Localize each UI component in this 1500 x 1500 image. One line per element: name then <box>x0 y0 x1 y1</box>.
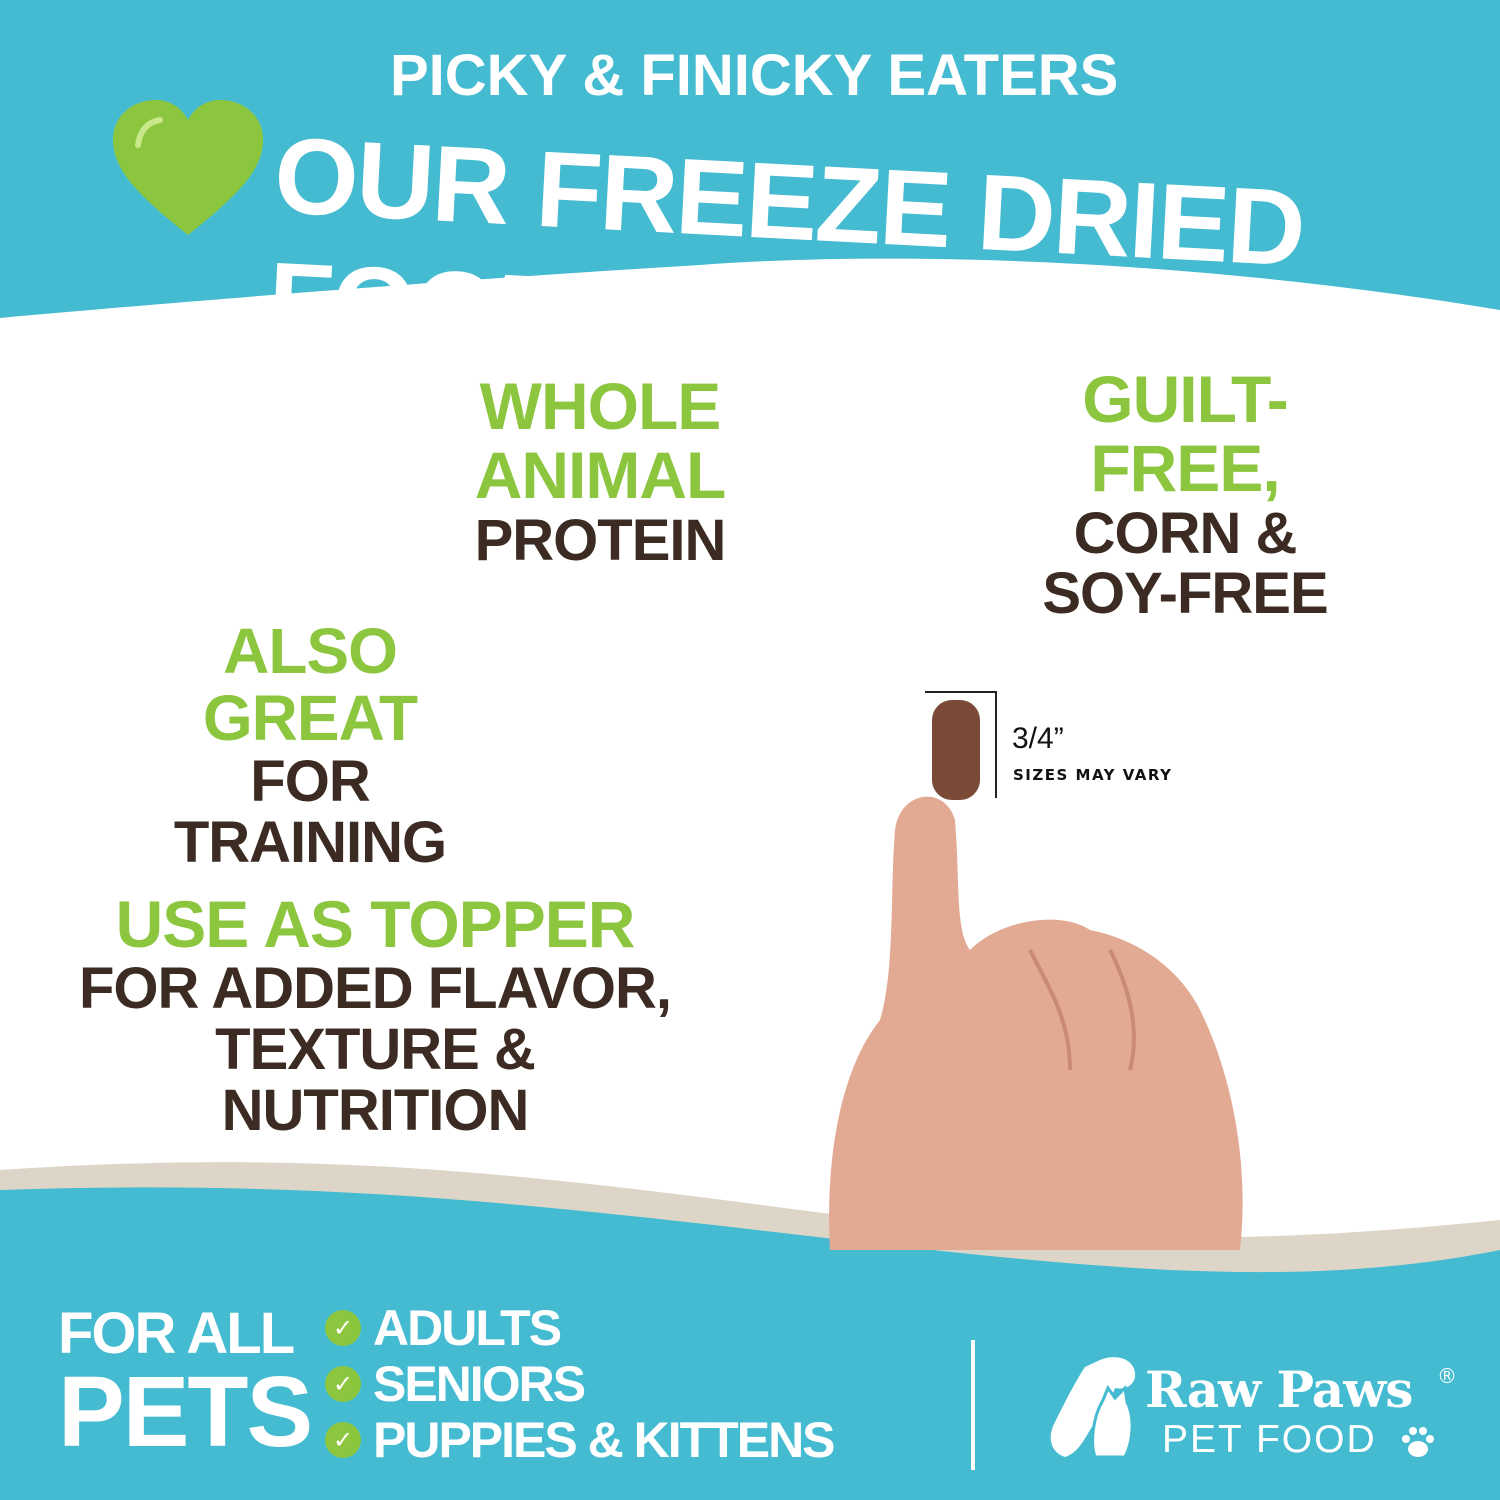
feature-topper: USE AS TOPPER FOR ADDED FLAVOR, TEXTURE … <box>60 887 690 1144</box>
hand-holding-kibble-image <box>829 691 1243 1250</box>
feature-highlight: WHOLE ANIMAL <box>474 369 727 513</box>
list-item: ✓ SENIORS <box>325 1356 834 1412</box>
pet-list: ✓ ADULTS ✓ SENIORS ✓ PUPPIES & KITTENS <box>325 1300 836 1468</box>
size-note: SIZES MAY VARY <box>1013 766 1173 784</box>
feature-text: PROTEIN <box>474 507 727 573</box>
heart-icon <box>113 100 263 235</box>
feature-text: CORN & <box>1073 500 1298 566</box>
dog-cat-logo-icon <box>1050 1357 1136 1459</box>
feature-whole-animal: WHOLE ANIMAL PROTEIN <box>370 369 830 573</box>
for-all-label: FOR ALL <box>58 1301 295 1366</box>
list-item: ✓ PUPPIES & KITTENS <box>325 1412 836 1468</box>
header-subtitle: PICKY & FINICKY EATERS <box>390 43 1119 108</box>
list-item-label: PUPPIES & KITTENS <box>373 1412 836 1468</box>
check-icon: ✓ <box>325 1366 361 1402</box>
feature-training: ALSO GREAT FOR TRAINING <box>110 615 510 876</box>
feature-text: FOR ADDED FLAVOR, <box>79 956 672 1022</box>
feature-guilt-free: GUILT-FREE, CORN & SOY-FREE <box>990 362 1380 627</box>
feature-text: FOR TRAINING <box>173 749 447 876</box>
divider <box>971 1340 975 1470</box>
size-value: 3/4” <box>1012 722 1064 755</box>
list-item-label: ADULTS <box>373 1300 562 1356</box>
brand-name: Raw Paws <box>1145 1360 1413 1419</box>
registered-mark: ® <box>1437 1364 1457 1388</box>
kibble <box>932 700 980 800</box>
feature-text: TEXTURE & NUTRITION <box>215 1017 536 1144</box>
paw-icon <box>1402 1427 1434 1457</box>
feature-highlight: GUILT-FREE, <box>1082 362 1288 506</box>
feature-highlight: ALSO GREAT <box>202 615 418 755</box>
feature-text: SOY-FREE <box>1042 561 1328 627</box>
pets-label: PETS <box>58 1356 313 1468</box>
list-item-label: SENIORS <box>373 1356 586 1412</box>
header-banner <box>0 0 1500 318</box>
list-item: ✓ ADULTS <box>325 1300 834 1356</box>
check-icon: ✓ <box>325 1310 361 1346</box>
feature-highlight: USE AS TOPPER <box>115 887 636 961</box>
brand-subtitle: PET FOOD <box>1162 1418 1377 1461</box>
check-icon: ✓ <box>325 1422 361 1458</box>
